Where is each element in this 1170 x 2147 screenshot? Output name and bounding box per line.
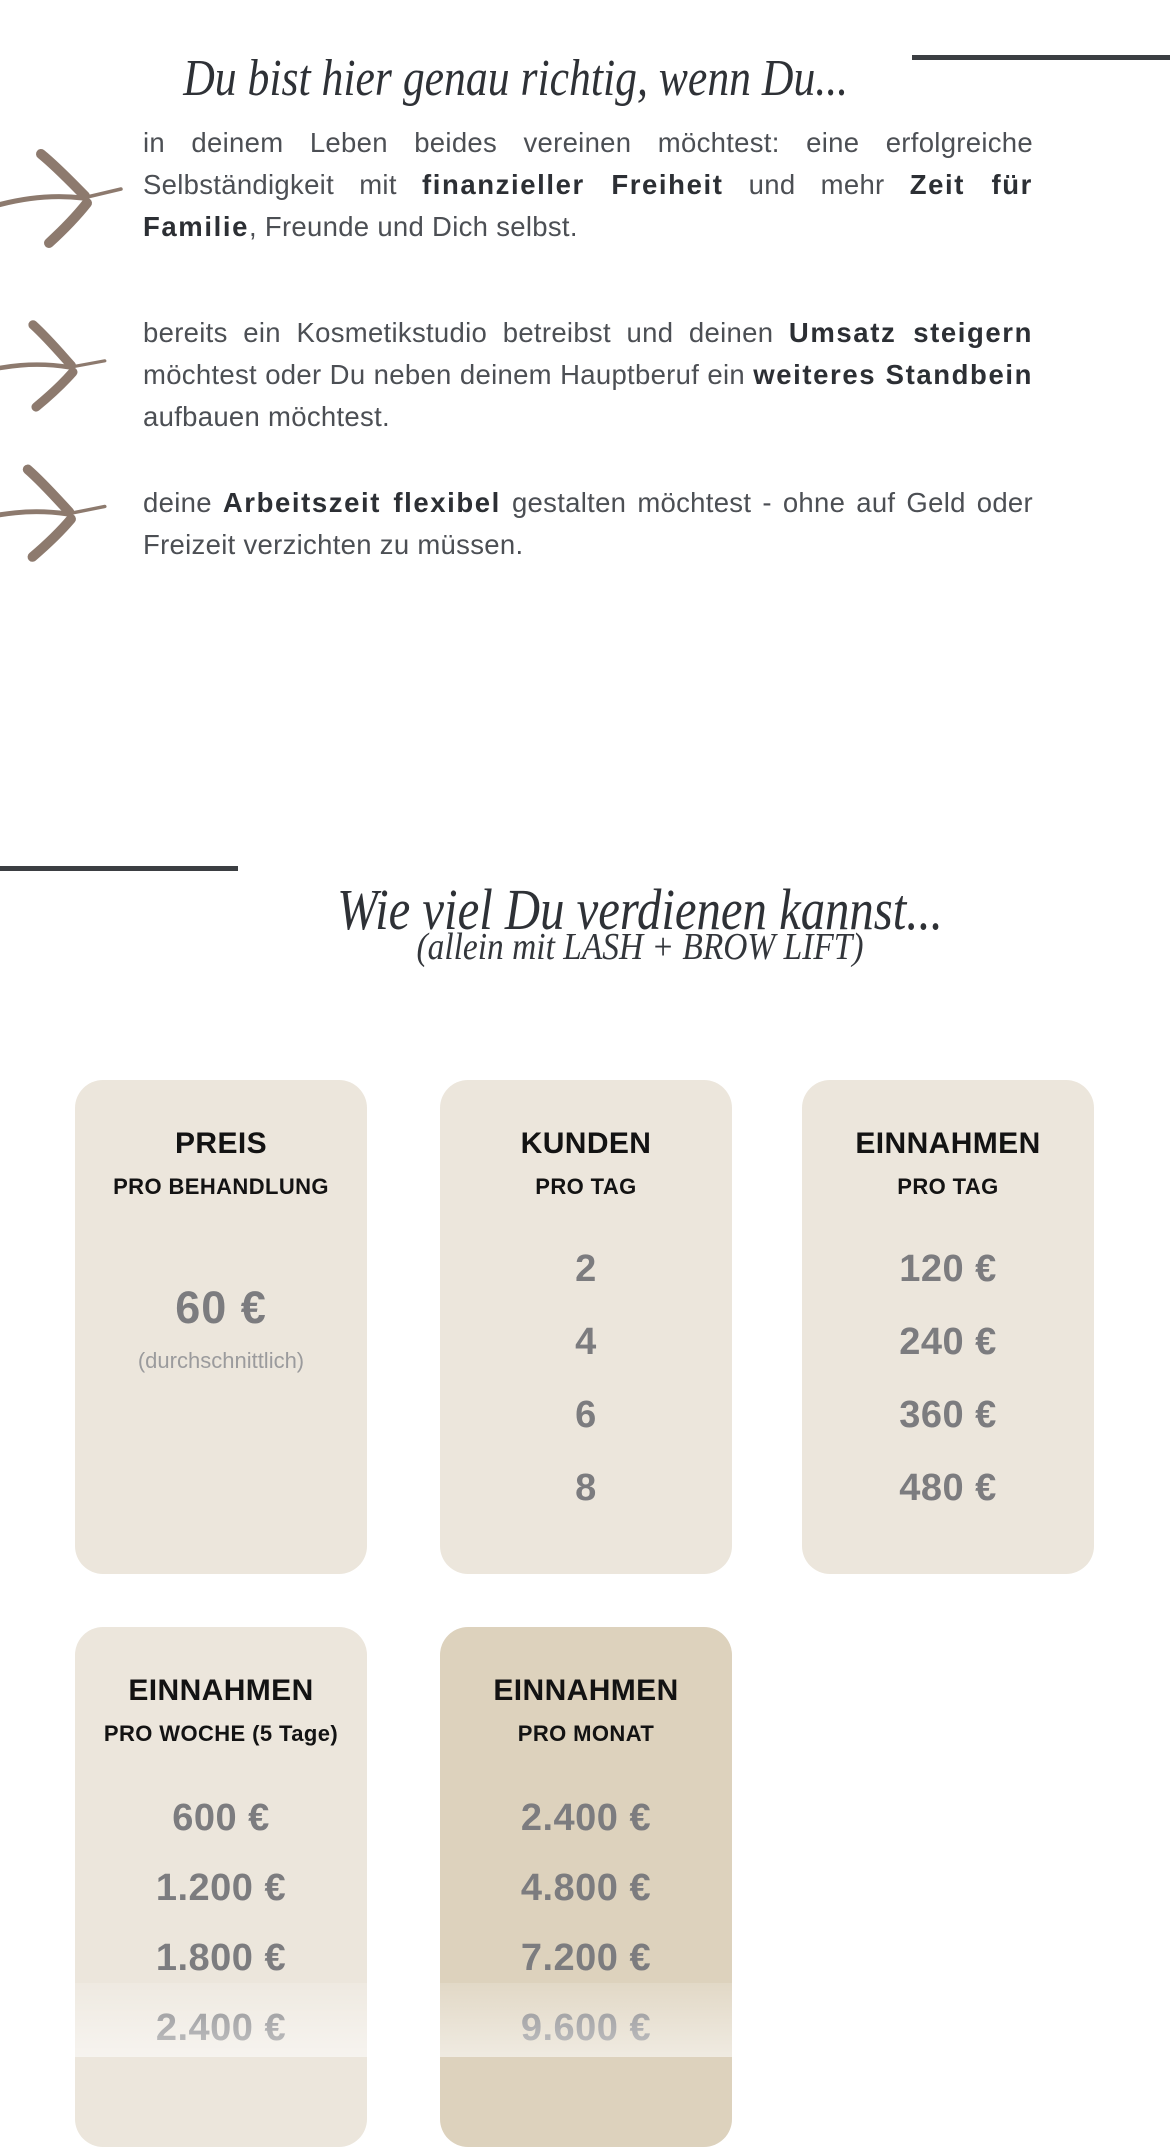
card-value: 8 <box>575 1467 597 1509</box>
card-subtitle: PRO TAG <box>897 1174 999 1199</box>
card-subtitle: PRO MONAT <box>517 1721 655 1746</box>
card-title: PREIS <box>174 1127 268 1160</box>
card-subtitle: PRO TAG <box>535 1174 637 1199</box>
card-value: 240 € <box>899 1321 997 1363</box>
card-value: 1.200 € <box>155 1867 287 1909</box>
card-value: 2 <box>575 1248 597 1290</box>
card-value: 360 € <box>899 1394 997 1436</box>
card-title: KUNDEN <box>520 1127 652 1160</box>
card-value: 2.400 € <box>520 1797 652 1839</box>
intro-paragraph-1: in deinem Leben beides vereinen möchtest… <box>143 122 1033 248</box>
intro-paragraph-2: bereits ein Kosmetikstudio betreibst und… <box>143 312 1033 438</box>
card-earnings-per-week: EINNAHMEN PRO WOCHE (5 Tage) 600 € 1.200… <box>75 1627 367 2147</box>
card-title: EINNAHMEN <box>128 1674 314 1707</box>
paragraph-segment-bold: Zeit für Familie <box>143 169 1033 242</box>
paragraph-segment-bold: weiteres Standbein <box>753 359 1033 390</box>
card-value: 9.600 € <box>520 2007 652 2049</box>
earnings-heading: Wie viel Du verdienen kannst... <box>337 877 943 943</box>
heading-rule-left <box>0 866 238 871</box>
card-value: 480 € <box>899 1467 997 1509</box>
card-note: (durchschnittlich) <box>137 1348 305 1373</box>
paragraph-segment: bereits ein Kosmetikstudio betreibst und… <box>143 317 789 348</box>
card-value: 4.800 € <box>520 1867 652 1909</box>
paragraph-segment: aufbauen möchtest. <box>143 401 390 432</box>
sales-page-section: Du bist hier genau richtig, wenn Du... i… <box>0 49 1170 2147</box>
heading-rule-right <box>912 55 1170 60</box>
card-value: 2.400 € <box>155 2007 287 2049</box>
intro-paragraph-3: deine Arbeitszeit flexibel gestalten möc… <box>143 482 1033 566</box>
card-price-per-treatment: PREIS PRO BEHANDLUNG 60 € (durchschnittl… <box>75 1080 367 1574</box>
card-value: 120 € <box>899 1248 997 1290</box>
card-value: 60 € <box>175 1282 267 1333</box>
paragraph-segment-bold: finanzieller Freiheit <box>421 169 724 200</box>
paragraph-segment: in deinem Leben beides vereinen möchtest… <box>143 127 1033 200</box>
intro-heading: Du bist hier genau richtig, wenn Du... <box>183 49 849 107</box>
earnings-subtitle: (allein mit LASH + BROW LIFT) <box>416 926 864 968</box>
paragraph-segment-bold: Arbeitszeit flexibel <box>222 487 501 518</box>
arrow-right-icon <box>0 460 110 563</box>
paragraph-segment: gestalten möchtest - ohne auf Geld oder … <box>143 487 1033 560</box>
card-value: 7.200 € <box>520 1937 652 1979</box>
card-earnings-per-day: EINNAHMEN PRO TAG 120 € 240 € 360 € 480 … <box>802 1080 1094 1574</box>
card-subtitle: PRO WOCHE (5 Tage) <box>103 1721 339 1746</box>
arrow-right-icon <box>0 314 114 413</box>
card-value: 4 <box>575 1321 597 1363</box>
paragraph-segment: deine <box>143 487 223 518</box>
card-title: EINNAHMEN <box>493 1674 679 1707</box>
paragraph-segment: und mehr <box>723 169 910 200</box>
arrow-right-icon <box>0 146 124 246</box>
card-value: 1.800 € <box>155 1937 287 1979</box>
card-value: 6 <box>575 1394 597 1436</box>
paragraph-segment: , Freunde und Dich selbst. <box>248 211 578 242</box>
paragraph-segment-bold: Umsatz steigern <box>788 317 1034 348</box>
card-value: 600 € <box>172 1797 270 1839</box>
card-customers-per-day: KUNDEN PRO TAG 2 4 6 8 <box>440 1080 732 1574</box>
card-title: EINNAHMEN <box>855 1127 1041 1160</box>
paragraph-segment: möchtest oder Du neben deinem Hauptberuf… <box>143 359 754 390</box>
card-subtitle: PRO BEHANDLUNG <box>113 1174 329 1199</box>
card-earnings-per-month: EINNAHMEN PRO MONAT 2.400 € 4.800 € 7.20… <box>440 1627 732 2147</box>
